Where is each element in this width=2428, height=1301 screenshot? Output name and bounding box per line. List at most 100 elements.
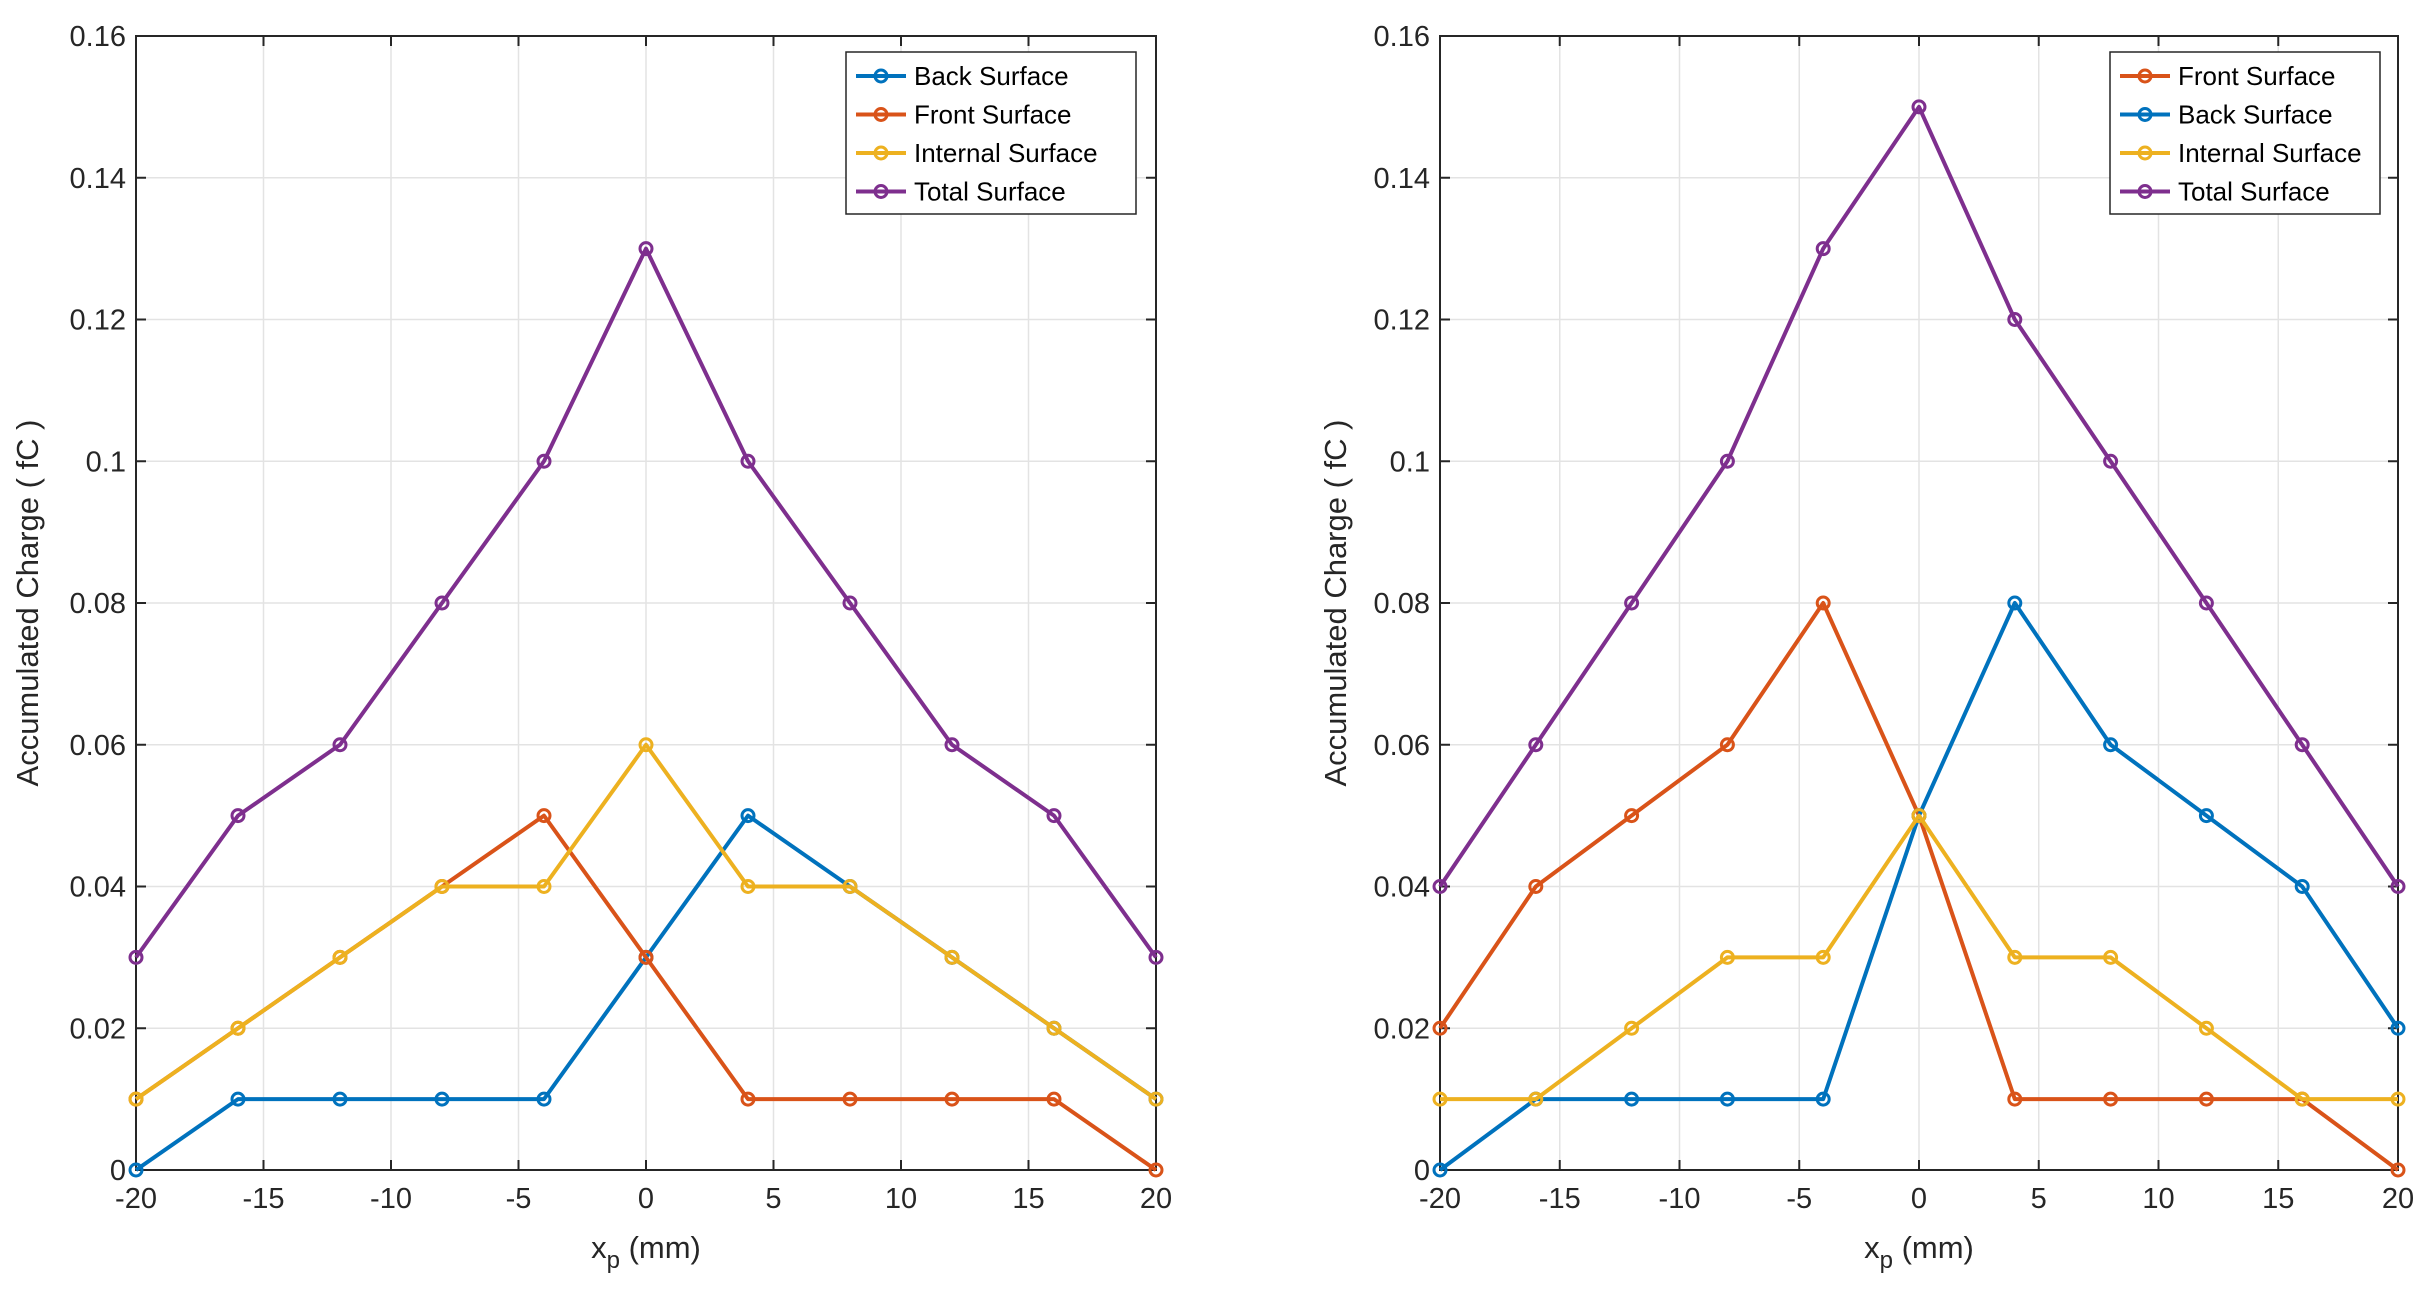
data-point [638, 949, 654, 965]
data-point [2390, 1162, 2406, 1178]
data-point [1528, 1091, 1544, 1107]
y-tick-label: 0.14 [1374, 163, 1430, 195]
data-point [2007, 1091, 2023, 1107]
data-point [2007, 595, 2023, 611]
data-point [2294, 737, 2310, 753]
y-tick-label: 0.04 [1374, 872, 1430, 904]
data-point [1911, 808, 1927, 824]
data-point [536, 808, 552, 824]
legend-box [2109, 51, 2381, 215]
x-tick-label: -5 [1786, 1183, 1812, 1215]
legend-marker [2137, 145, 2153, 161]
series-internal-surface [128, 737, 1164, 1107]
chart-panel-2: -20 -15 -10 -5 0 5 10 15 20 0 0.02 0.04 0.06 0.08 0.1 0… [1318, 21, 2414, 1274]
legend-marker [873, 184, 889, 199]
y-axis-label: Accumulated Charge ( fC ) [10, 420, 45, 787]
data-point [2294, 879, 2310, 894]
x-tick-label: 10 [885, 1183, 917, 1215]
data-point [1815, 241, 1831, 257]
x-tick-label: -15 [243, 1183, 285, 1215]
data-point [1624, 1020, 1640, 1036]
x-axis-label-subscript: p [1880, 1247, 1893, 1274]
y-tick-label: 0.02 [1374, 1013, 1430, 1045]
data-point [128, 1162, 144, 1178]
data-point [1046, 808, 1062, 824]
x-tick-label: 20 [1140, 1183, 1172, 1215]
chart-panel-1: -20 -15 -10 -5 0 5 10 15 20 0 0.02 0.04 0.06 0.08 0.1 0… [10, 21, 1172, 1274]
data-point [2103, 737, 2119, 753]
data-point [1815, 595, 1831, 611]
legend-entry: Front Surface [914, 100, 1072, 130]
x-axis-label-main: x [1864, 1230, 1880, 1265]
data-point [1719, 453, 1735, 469]
data-point [332, 737, 348, 753]
series-line [134, 246, 1158, 959]
x-tick-label: -10 [370, 1183, 412, 1215]
data-point [2198, 1020, 2214, 1036]
legend: Front Surface Back Surface Internal Surfac… [2109, 51, 2381, 215]
legend-entry: Internal Surface [914, 138, 1098, 168]
data-point [1624, 595, 1640, 611]
data-point [1719, 737, 1735, 753]
data-point [2198, 1091, 2214, 1107]
legend-entry: Total Surface [2178, 177, 2330, 207]
series-line [1438, 104, 2400, 888]
legend: Back Surface Front Surface Internal Surfac… [845, 51, 1137, 215]
data-point [1624, 1091, 1640, 1107]
x-tick-label: -15 [1539, 1183, 1581, 1215]
y-tick-label: 0.12 [1374, 305, 1430, 337]
data-point [842, 1091, 858, 1107]
y-tick-label: 0.08 [70, 588, 126, 620]
data-point [434, 595, 450, 611]
data-point [1432, 1091, 1448, 1107]
data-point [1815, 1091, 1831, 1107]
x-axis-label-unit: (mm) [1893, 1230, 1974, 1265]
data-point [1528, 737, 1544, 753]
data-point [944, 1091, 960, 1107]
legend-marker [873, 68, 889, 84]
y-tick-label: 0.06 [1374, 730, 1430, 762]
data-point [1624, 808, 1640, 824]
data-point [536, 1091, 552, 1107]
data-point [2103, 453, 2119, 469]
y-tick-label: 0.16 [70, 21, 126, 53]
data-point [128, 949, 144, 965]
legend-marker [873, 145, 889, 161]
data-point [434, 1091, 450, 1107]
data-point [1148, 1091, 1164, 1107]
data-point [230, 1091, 246, 1107]
x-tick-label: 5 [2031, 1183, 2047, 1215]
data-point [740, 453, 756, 469]
series-total-surface [128, 241, 1164, 965]
data-point [2007, 949, 2023, 965]
x-axis-label: xp (mm) [1864, 1230, 1974, 1274]
x-tick-label: -20 [1419, 1183, 1461, 1215]
x-axis-label-subscript: p [607, 1247, 620, 1274]
y-tick-label: 0.14 [70, 163, 126, 195]
data-point [1046, 1020, 1062, 1036]
x-tick-label: 5 [765, 1183, 781, 1215]
series-line [1440, 813, 2398, 1102]
data-point [2198, 808, 2214, 824]
data-point [1911, 99, 1927, 115]
legend-marker [873, 107, 889, 122]
data-point [536, 879, 552, 894]
data-point [1148, 1162, 1164, 1178]
legend-entry: Total Surface [914, 177, 1066, 207]
y-tick-label: 0.1 [86, 446, 126, 478]
x-tick-label: 20 [2382, 1183, 2414, 1215]
x-tick-label: 15 [1012, 1183, 1044, 1215]
y-tick-label: 0.12 [70, 305, 126, 337]
x-tick-label: 15 [2262, 1183, 2294, 1215]
series-total-surface [1432, 99, 2406, 894]
data-point [1528, 879, 1544, 894]
x-axis-label-unit: (mm) [620, 1230, 701, 1265]
data-point [944, 949, 960, 965]
x-axis-label: xp (mm) [591, 1230, 701, 1274]
y-tick-label: 0.06 [70, 730, 126, 762]
data-point [1815, 949, 1831, 965]
x-tick-label: -20 [115, 1183, 157, 1215]
y-tick-label: 0.08 [1374, 588, 1430, 620]
data-point [944, 737, 960, 753]
data-point [1432, 879, 1448, 894]
